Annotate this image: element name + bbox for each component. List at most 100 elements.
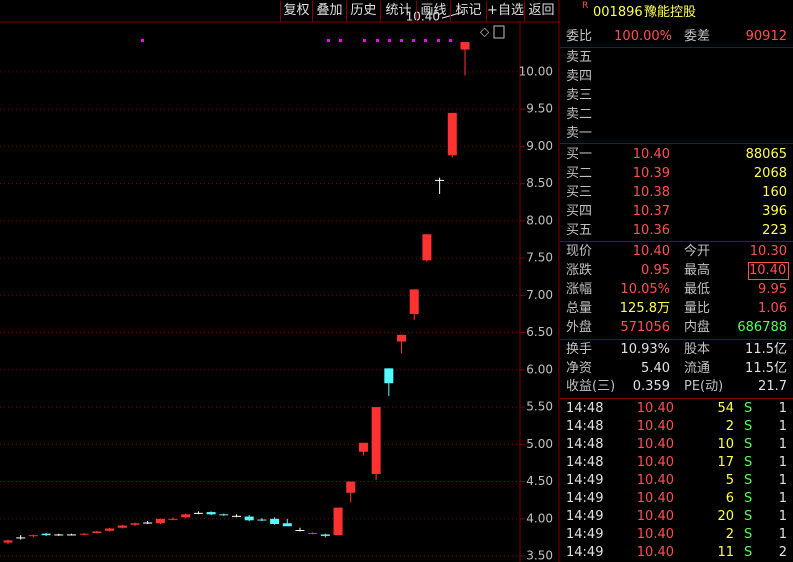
quote-label: 量比 (684, 301, 711, 316)
stock-code: 001896 (593, 5, 643, 20)
tick-time: 14:48 (566, 437, 604, 452)
toolbar-button[interactable]: 标记 (450, 1, 486, 21)
tick-price: 10.40 (636, 437, 674, 452)
separator (560, 241, 793, 242)
candle-body (397, 334, 407, 342)
y-tick-label: 7.50 (526, 251, 553, 265)
tick-count: 1 (778, 401, 787, 416)
ask-label: 卖三 (566, 88, 593, 103)
quote-value: 10.93% (620, 342, 670, 357)
bid-price: 10.40 (632, 147, 670, 162)
y-tick-label: 8.00 (526, 213, 553, 227)
value: 100.00% (614, 29, 672, 44)
tick-count: 1 (778, 419, 787, 434)
tick-volume: 2 (725, 419, 734, 434)
toolbar-button[interactable]: 画线 (416, 1, 450, 21)
candle-body (3, 540, 13, 543)
tick-time: 14:49 (566, 473, 604, 488)
y-tick-label: 8.50 (526, 176, 553, 190)
quote-value: 686788 (737, 320, 787, 335)
tick-volume: 54 (717, 401, 734, 416)
stock-name: 豫能控股 (644, 5, 697, 20)
toolbar-button[interactable]: 叠加 (312, 1, 346, 21)
y-tick-label: 5.50 (526, 400, 553, 414)
candle-body (422, 234, 432, 261)
icon[interactable]: ◇ (480, 25, 490, 39)
bid-price: 10.39 (632, 166, 670, 181)
toolbar-button[interactable]: 历史 (346, 1, 380, 21)
toolbar-button[interactable]: +自选 (486, 1, 524, 21)
tick-price: 10.40 (636, 419, 674, 434)
quote-value: 10.05% (620, 282, 670, 297)
candle-body (181, 514, 191, 518)
candle-body (193, 512, 203, 514)
y-tick-label: 5.00 (526, 437, 553, 451)
quote-label: 收益(三) (566, 379, 616, 394)
separator (560, 398, 793, 399)
quote-label: 最低 (684, 282, 711, 297)
ask-label: 卖五 (566, 50, 593, 65)
tick-count: 1 (778, 437, 787, 452)
tick-price: 10.40 (636, 401, 674, 416)
quote-label: 内盘 (684, 320, 711, 335)
quote-value: 571056 (620, 320, 670, 335)
tick-volume: 2 (725, 527, 734, 542)
bid-label: 买一 (566, 147, 593, 162)
toolbar-button[interactable]: 复权 (280, 1, 312, 21)
icon[interactable] (493, 25, 505, 39)
quote-label: 最高 (684, 263, 711, 278)
tick-side: S (744, 491, 753, 506)
quote-value: 125.8万 (619, 301, 670, 316)
quote-value: 10.40 (748, 262, 789, 280)
candle-body (54, 534, 64, 536)
toolbar-button[interactable]: 返回 (524, 1, 558, 21)
quote-label: 涨幅 (566, 282, 593, 297)
bid-volume: 396 (762, 204, 787, 219)
tick-side: S (744, 401, 753, 416)
tick-price: 10.40 (636, 509, 674, 524)
candle-body (295, 529, 305, 531)
candle-body (308, 532, 318, 534)
y-tick-label: 6.50 (526, 325, 553, 339)
ask-label: 卖四 (566, 69, 593, 84)
quote-label: 换手 (566, 342, 593, 357)
tick-side: S (744, 473, 753, 488)
tick-volume: 11 (717, 545, 734, 560)
toolbar-button[interactable]: 统计 (380, 1, 416, 21)
candle-body (206, 512, 216, 515)
tick-time: 14:48 (566, 401, 604, 416)
bid-volume: 160 (762, 185, 787, 200)
candle-body (79, 533, 89, 535)
bid-label: 买四 (566, 204, 593, 219)
tick-side: S (744, 419, 753, 434)
quote-value: 11.5亿 (745, 361, 787, 376)
annotation-arrow (441, 11, 464, 19)
quote-label: 涨跌 (566, 263, 593, 278)
candle-body (143, 522, 153, 524)
y-tick-label: 7.00 (526, 288, 553, 302)
candle-body (282, 523, 292, 527)
tick-price: 10.40 (636, 527, 674, 542)
y-tick-label: 4.00 (526, 511, 553, 525)
tick-price: 10.40 (636, 491, 674, 506)
candle-body (346, 481, 356, 493)
quote-label: 今开 (684, 244, 711, 259)
y-tick-label: 10.00 (519, 64, 553, 78)
quote-label: 现价 (566, 244, 593, 259)
quote-label: 股本 (684, 342, 711, 357)
candle-body (168, 518, 178, 520)
tick-price: 10.40 (636, 455, 674, 470)
tick-side: S (744, 455, 753, 470)
tick-count: 2 (778, 545, 787, 560)
tick-time: 14:48 (566, 455, 604, 470)
tick-volume: 5 (725, 473, 734, 488)
tick-count: 1 (778, 455, 787, 470)
bid-label: 买二 (566, 166, 593, 181)
y-tick-label: 6.00 (526, 362, 553, 376)
candle-body (447, 112, 457, 156)
tick-side: S (744, 545, 753, 560)
candle-body (155, 518, 165, 524)
price-annotation: 10.40 (406, 10, 440, 24)
bid-volume: 223 (762, 223, 787, 238)
